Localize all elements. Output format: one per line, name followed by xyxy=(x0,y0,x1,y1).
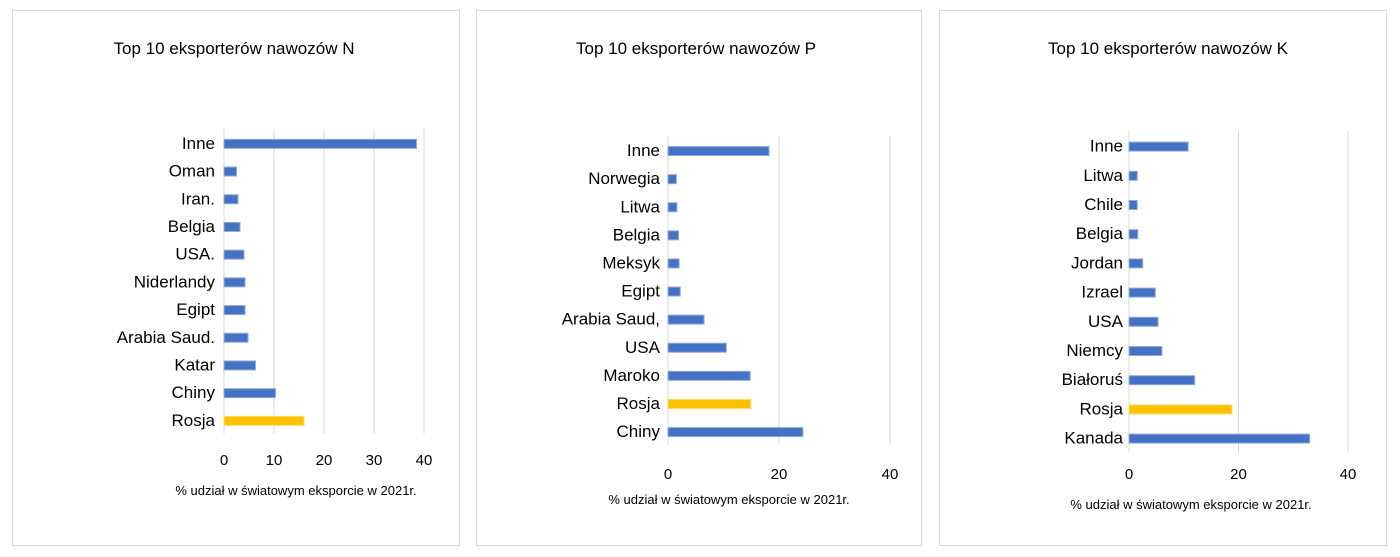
category-label: Arabia Saud, xyxy=(562,310,660,329)
tick-label: 30 xyxy=(366,452,383,469)
bar-oman xyxy=(223,166,237,177)
chart-svg: Top 10 eksporterów nawozów K Inne Litwa Chi… xyxy=(1048,39,1357,512)
category-label: Kanada xyxy=(1064,429,1123,448)
category-label: Egipt xyxy=(621,282,660,301)
tick-label: 40 xyxy=(1340,466,1357,483)
category-label: Chiny xyxy=(172,383,216,402)
bar-belgia xyxy=(667,230,680,241)
bar-rosja xyxy=(667,398,752,409)
bar-egipt xyxy=(667,286,681,297)
chart-title: Top 10 eksporterów nawozów P xyxy=(576,39,816,58)
tick-label: 20 xyxy=(316,452,333,469)
category-label: Maroko xyxy=(603,366,660,385)
bar-białoruś xyxy=(1128,375,1196,386)
category-label: Egipt xyxy=(176,300,215,319)
category-label: Rosja xyxy=(172,411,216,430)
category-label: Białoruś xyxy=(1062,370,1123,389)
bar-arabia-saud xyxy=(223,332,249,343)
category-label: Norwegia xyxy=(588,169,660,188)
tick-label: 20 xyxy=(1230,466,1247,483)
bar-litwa xyxy=(1128,170,1138,181)
category-label: Inne xyxy=(627,141,660,160)
category-label: USA xyxy=(1088,312,1124,331)
bar-usa xyxy=(667,342,727,353)
tick-label: 0 xyxy=(664,466,672,483)
category-label: Izrael xyxy=(1081,283,1123,302)
category-label: Katar xyxy=(174,355,215,374)
bar-niderlandy xyxy=(223,277,246,288)
bar-egipt xyxy=(223,305,246,316)
chart-title: Top 10 eksporterów nawozów N xyxy=(114,39,355,58)
chart-svg: Top 10 eksporterów nawozów N Inne Oman Iran… xyxy=(114,39,433,498)
bar-maroko xyxy=(667,370,751,381)
chart-panel-n: Top 10 eksporterów nawozów N Inne Oman Iran… xyxy=(12,10,460,546)
category-label: Belgia xyxy=(168,217,216,236)
bar-rosja xyxy=(223,415,305,426)
bar-meksyk xyxy=(667,258,680,269)
bar-niemcy xyxy=(1128,346,1163,356)
bar-kanada xyxy=(1128,433,1311,444)
tick-label: 0 xyxy=(1125,466,1133,483)
bar-jordan xyxy=(1128,258,1144,269)
bar-chiny xyxy=(223,388,276,399)
bar-inne xyxy=(1128,141,1189,152)
bar-arabia-saud xyxy=(667,314,705,325)
x-axis-label: % udział w światowym eksporcie w 2021r. xyxy=(175,483,416,498)
bar-katar xyxy=(223,360,256,371)
category-label: Iran. xyxy=(181,189,215,208)
category-label: USA xyxy=(625,338,661,357)
bar-inne xyxy=(223,138,417,149)
x-axis-label: % udział w światowym eksporcie w 2021r. xyxy=(608,492,849,507)
category-label: Rosja xyxy=(1080,399,1124,418)
category-label: USA. xyxy=(175,245,215,264)
chart-title: Top 10 eksporterów nawozów K xyxy=(1048,39,1289,58)
bar-iran xyxy=(223,194,239,205)
tick-label: 40 xyxy=(882,466,899,483)
category-label: Litwa xyxy=(1083,166,1123,185)
chart-panel-k: Top 10 eksporterów nawozów K Inne Litwa Chi… xyxy=(939,10,1387,546)
bar-norwegia xyxy=(667,174,677,185)
category-label: Meksyk xyxy=(602,253,660,272)
category-label: Niemcy xyxy=(1066,341,1123,360)
chart-panel-p: Top 10 eksporterów nawozów P Inne Norwegia… xyxy=(476,10,922,546)
tick-label: 10 xyxy=(266,452,283,469)
bar-inne xyxy=(667,146,770,157)
category-label: Niderlandy xyxy=(134,272,216,291)
category-label: Inne xyxy=(182,134,215,153)
tick-label: 40 xyxy=(416,452,433,469)
category-label: Oman xyxy=(169,162,215,181)
category-label: Jordan xyxy=(1071,253,1123,272)
bar-usa xyxy=(1128,316,1159,327)
bar-chiny xyxy=(667,427,804,438)
category-label: Rosja xyxy=(617,394,661,413)
bar-belgia xyxy=(1128,229,1139,240)
category-label: Chiny xyxy=(617,422,661,441)
chart-svg: Top 10 eksporterów nawozów P Inne Norwegia… xyxy=(562,39,899,507)
bar-usa xyxy=(223,249,245,260)
bar-belgia xyxy=(223,221,241,232)
bar-rosja xyxy=(1128,404,1233,415)
tick-label: 20 xyxy=(771,466,788,483)
bar-chile xyxy=(1128,200,1138,210)
category-label: Arabia Saud. xyxy=(117,328,215,347)
tick-label: 0 xyxy=(220,452,228,469)
bar-litwa xyxy=(667,202,678,213)
category-label: Inne xyxy=(1090,137,1123,156)
bar-izrael xyxy=(1128,287,1156,298)
category-label: Belgia xyxy=(1076,224,1124,243)
x-axis-label: % udział w światowym eksporcie w 2021r. xyxy=(1070,497,1311,512)
category-label: Belgia xyxy=(613,225,661,244)
category-label: Chile xyxy=(1084,195,1123,214)
category-label: Litwa xyxy=(620,197,660,216)
